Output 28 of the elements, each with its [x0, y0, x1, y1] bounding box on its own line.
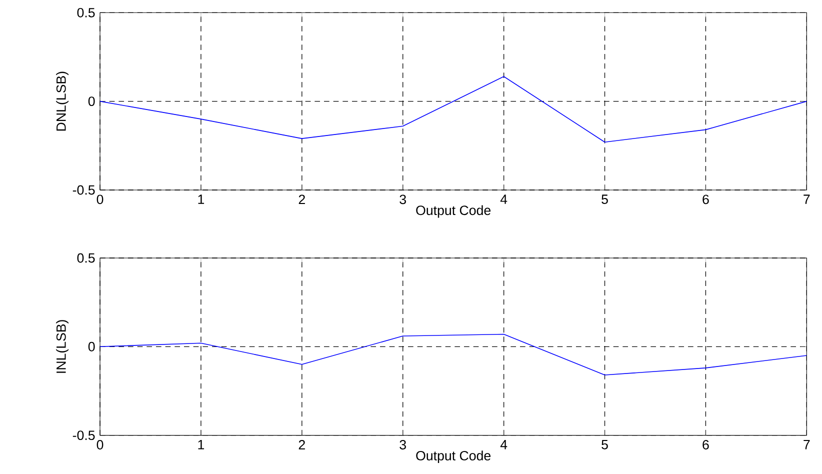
y-tick-label: -0.5: [72, 185, 95, 195]
x-tick-label: 2: [298, 194, 305, 204]
x-tick-label: 5: [602, 440, 608, 450]
x-tick-label: 6: [702, 440, 709, 450]
x-tick-label: 5: [602, 194, 608, 204]
x-tick-label: 3: [400, 440, 406, 450]
x-tick-label: 1: [198, 440, 204, 450]
y-tick-label: 0: [88, 342, 95, 352]
x-tick-label: 6: [702, 194, 709, 204]
y-tick-label: -0.5: [72, 430, 95, 440]
x-tick-label: 7: [804, 194, 810, 204]
x-tick-label: 7: [804, 440, 810, 450]
x-tick-label: 4: [500, 440, 508, 450]
y-axis-title: DNL(LSB): [56, 72, 68, 131]
y-tick-label: 0.5: [77, 8, 95, 18]
y-axis-title: INL(LSB): [56, 320, 68, 373]
x-tick-label: 0: [96, 194, 104, 204]
x-tick-label: 4: [500, 194, 508, 204]
y-tick-label: 0: [88, 96, 95, 106]
x-tick-label: 2: [298, 440, 305, 450]
x-tick-label: 3: [400, 194, 406, 204]
y-tick-label: 0.5: [77, 253, 95, 263]
line-series: [100, 334, 807, 376]
x-tick-label: 1: [198, 194, 204, 204]
x-axis-title: Output Code: [416, 205, 491, 218]
x-axis-title: Output Code: [416, 450, 491, 464]
x-tick-label: 0: [96, 440, 104, 450]
line-series: [100, 76, 807, 143]
